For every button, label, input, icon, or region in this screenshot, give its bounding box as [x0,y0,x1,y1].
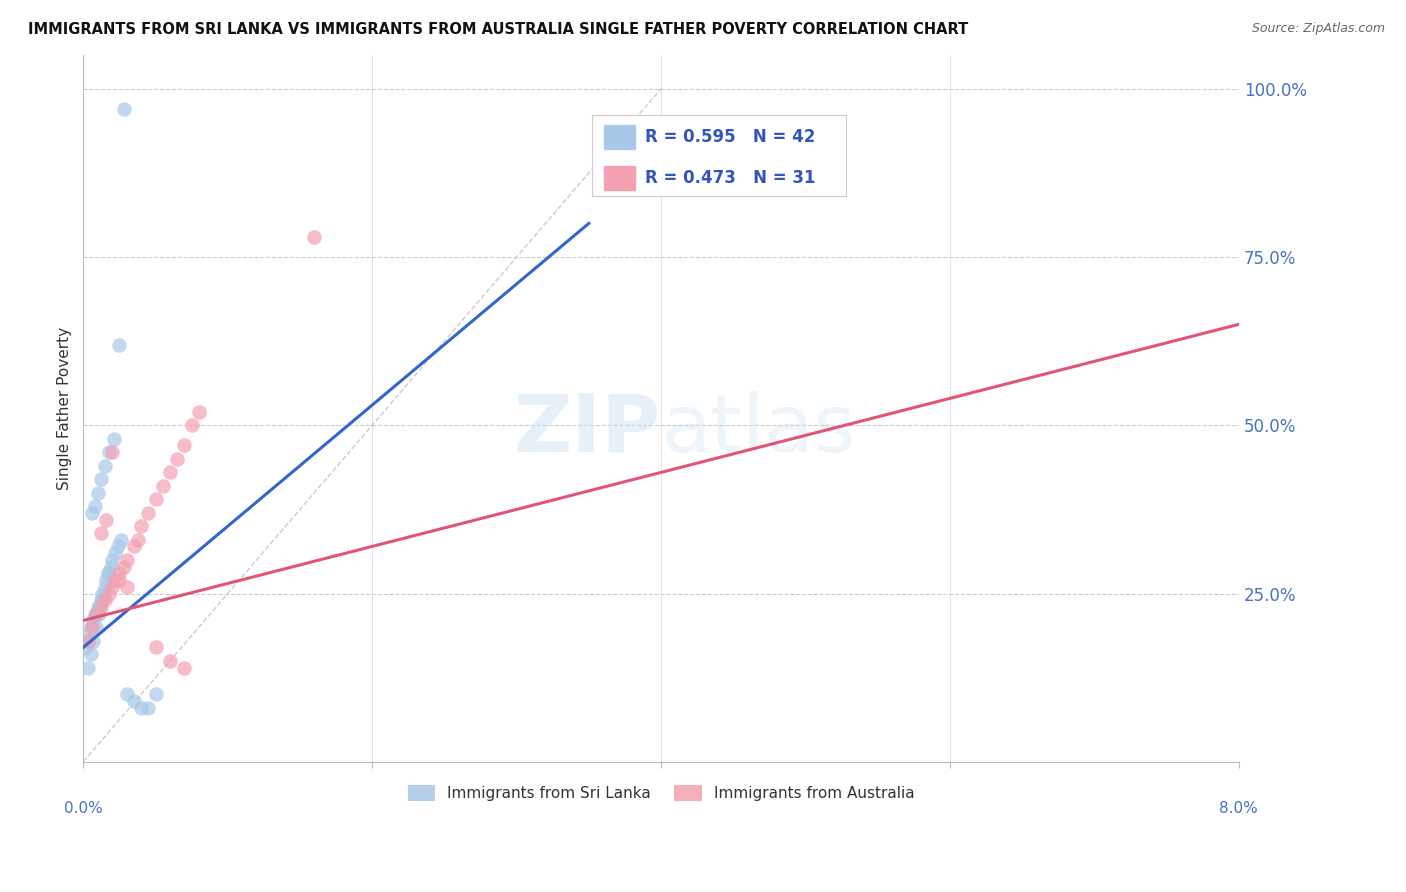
Point [104,573,127,587]
Point [76,660,98,674]
Point [93,586,115,600]
Point [94,580,117,594]
Point [89,607,111,621]
Point [173,660,195,674]
Point [90,525,112,540]
Point [115,688,138,702]
Point [108,337,131,351]
Point [122,540,145,554]
Point [90,593,112,607]
Point [80,620,103,634]
Point [152,479,174,493]
Point [304,230,326,244]
Point [145,688,167,702]
Text: IMMIGRANTS FROM SRI LANKA VS IMMIGRANTS FROM AUSTRALIA SINGLE FATHER POVERTY COR: IMMIGRANTS FROM SRI LANKA VS IMMIGRANTS … [28,22,969,37]
Point [112,559,135,574]
Point [84,620,107,634]
Point [83,607,105,621]
Point [122,694,145,708]
Point [115,553,138,567]
Point [101,445,124,459]
Point [103,432,125,446]
Text: 8.0%: 8.0% [1219,801,1258,815]
Point [98,566,121,581]
Point [166,452,188,467]
Point [180,418,202,433]
Point [173,438,195,452]
Point [79,620,101,634]
Point [97,566,120,581]
Point [94,458,117,473]
Point [96,512,118,526]
Point [112,102,135,116]
Point [91,586,114,600]
Text: atlas: atlas [661,391,855,468]
Point [107,540,129,554]
Point [98,586,121,600]
Point [84,607,107,621]
Point [87,599,110,614]
Point [100,559,122,574]
Point [76,633,98,648]
Point [136,701,159,715]
Point [76,633,98,648]
Point [82,633,104,648]
Point [80,506,103,520]
Point [90,472,112,486]
Point [84,607,107,621]
Point [108,573,131,587]
Point [75,640,97,655]
Point [129,519,152,533]
Point [129,701,152,715]
Point [77,627,100,641]
Point [127,533,149,547]
Point [82,614,104,628]
Text: 0.0%: 0.0% [63,801,103,815]
Point [136,506,159,520]
Point [87,485,110,500]
Point [101,553,124,567]
Point [79,647,101,661]
Point [159,466,181,480]
Text: ZIP: ZIP [513,391,661,468]
Point [94,593,117,607]
Point [145,640,167,655]
Point [115,580,138,594]
Point [96,573,118,587]
Point [80,620,103,634]
Point [101,580,124,594]
Point [187,405,209,419]
Y-axis label: Single Father Poverty: Single Father Poverty [58,326,72,490]
Point [110,533,132,547]
Legend: Immigrants from Sri Lanka, Immigrants from Australia: Immigrants from Sri Lanka, Immigrants fr… [402,779,921,807]
Point [90,599,112,614]
Point [83,499,105,513]
Point [104,546,127,560]
Point [145,492,167,507]
Point [108,566,131,581]
Text: Source: ZipAtlas.com: Source: ZipAtlas.com [1251,22,1385,36]
Point [89,599,111,614]
Point [159,654,181,668]
Point [91,593,114,607]
Point [98,445,121,459]
